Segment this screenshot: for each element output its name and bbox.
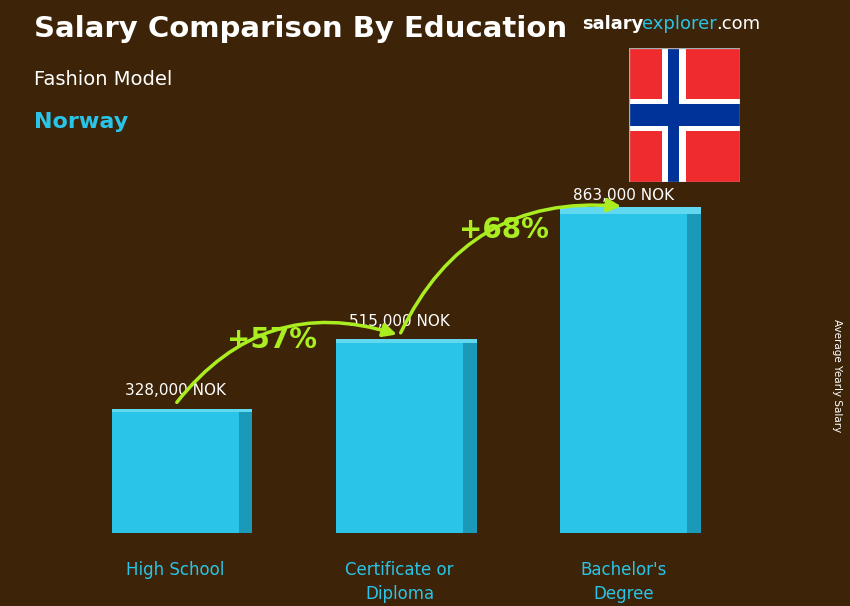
Text: 515,000 NOK: 515,000 NOK (349, 314, 450, 328)
Text: .com: .com (717, 15, 761, 33)
Text: salary: salary (582, 15, 643, 33)
Text: Fashion Model: Fashion Model (34, 70, 173, 88)
Bar (662, 48, 687, 182)
Text: Certificate or
Diploma: Certificate or Diploma (345, 561, 454, 602)
Bar (336, 339, 477, 343)
Text: 328,000 NOK: 328,000 NOK (125, 383, 225, 398)
Bar (111, 412, 239, 533)
Text: Average Yearly Salary: Average Yearly Salary (832, 319, 842, 432)
Bar (463, 343, 477, 533)
Bar (688, 214, 701, 533)
Bar (629, 104, 740, 126)
Text: Bachelor's
Degree: Bachelor's Degree (581, 561, 667, 602)
Bar (239, 412, 252, 533)
Bar (560, 207, 701, 214)
Bar (111, 409, 252, 412)
Bar (668, 48, 679, 182)
Text: High School: High School (126, 561, 224, 579)
Text: +68%: +68% (459, 216, 549, 244)
Bar (560, 214, 688, 533)
Bar (629, 99, 740, 131)
Text: Salary Comparison By Education: Salary Comparison By Education (34, 15, 567, 43)
Text: explorer: explorer (642, 15, 717, 33)
Bar (336, 343, 463, 533)
Text: 863,000 NOK: 863,000 NOK (574, 188, 674, 203)
Text: +57%: +57% (227, 327, 317, 355)
Text: Norway: Norway (34, 112, 128, 132)
